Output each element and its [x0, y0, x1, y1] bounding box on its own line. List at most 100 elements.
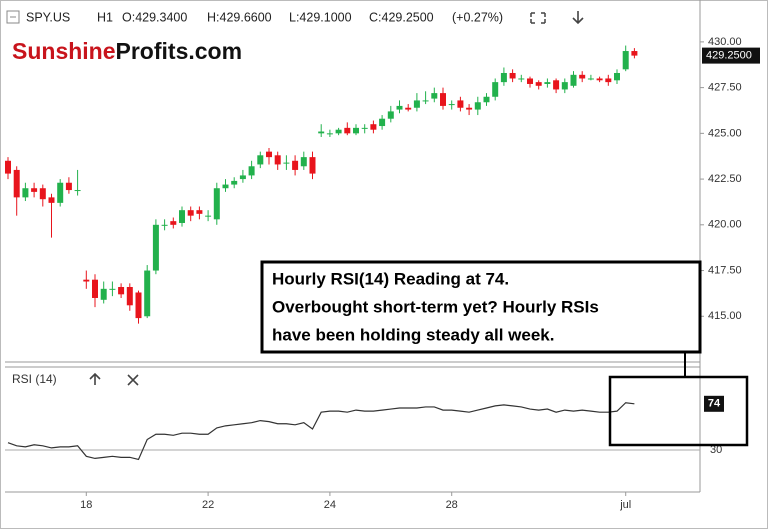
highlight-box: [608, 375, 749, 447]
candle-body: [170, 221, 177, 225]
download-icon[interactable]: [572, 11, 584, 25]
candle-body: [257, 155, 264, 165]
fullscreen-icon[interactable]: [530, 12, 546, 24]
candle-body: [126, 287, 133, 306]
candle-body: [300, 157, 307, 167]
last-price-label: 429.2500: [706, 50, 752, 62]
logo-part: Sunshine: [12, 38, 116, 64]
open-value: O:429.3400: [122, 10, 187, 24]
candle-body: [239, 175, 246, 180]
candle-body: [483, 96, 490, 103]
candle-body: [22, 188, 29, 198]
move-up-icon[interactable]: [89, 372, 101, 385]
candle-body: [518, 78, 525, 80]
candle-body: [326, 133, 333, 135]
candle-body: [466, 107, 473, 110]
candle-body: [292, 160, 299, 170]
candle-body: [5, 160, 11, 174]
candle-body: [309, 157, 316, 174]
candle-body: [492, 82, 499, 97]
candle-body: [379, 118, 386, 127]
y-tick-label: 417.50: [708, 264, 742, 276]
annotation-line: Hourly RSI(14) Reading at 74.: [272, 269, 509, 288]
candle-body: [135, 292, 142, 319]
rsi-tick-label: 30: [710, 444, 722, 456]
candle-body: [361, 127, 368, 129]
candle-body: [431, 93, 438, 99]
candle-body: [353, 127, 359, 134]
x-tick-label: 18: [80, 499, 92, 511]
y-tick-label: 415.00: [708, 310, 742, 322]
candle-body: [344, 127, 351, 134]
close-value: C:429.2500: [369, 10, 434, 24]
low-value: L:429.1000: [289, 10, 352, 24]
candle-body: [396, 105, 403, 110]
y-tick-label: 420.00: [708, 219, 742, 231]
rsi-last-box: [704, 395, 724, 412]
annotation-box: [260, 260, 702, 354]
collapse-icon[interactable]: [6, 10, 20, 24]
candle-body: [440, 93, 446, 106]
candle-body: [100, 288, 107, 300]
candle-body: [13, 169, 20, 198]
candle-body: [152, 224, 159, 271]
candle-body: [48, 197, 55, 203]
candle-body: [631, 51, 638, 56]
rsi-title: RSI (14): [12, 372, 57, 386]
logo: SunshineProfits.com: [12, 38, 242, 64]
candle-body: [387, 111, 394, 119]
candle-body: [561, 82, 568, 90]
candle-body: [83, 279, 90, 282]
x-tick-label: jul: [619, 499, 631, 511]
candle-body: [500, 72, 507, 83]
y-tick-label: 427.50: [708, 82, 742, 94]
candle-body: [222, 184, 229, 189]
close-icon[interactable]: [127, 374, 139, 386]
marks: 415.00 417.50 420.00 422.50 425.00 427.50 430.…: [5, 36, 760, 511]
y-tick-label: 430.00: [708, 36, 742, 48]
candle-body: [509, 72, 516, 79]
candle-body: [413, 100, 420, 108]
candle-body: [457, 100, 464, 108]
rsi-line: [7, 402, 635, 461]
change-value: (+0.27%): [452, 10, 503, 24]
candle-body: [370, 124, 377, 130]
candle-body: [544, 82, 551, 84]
candle-body: [118, 287, 125, 295]
candle-body: [474, 102, 481, 110]
annotation-line: have been holding steady all week.: [272, 325, 554, 344]
interval: H1: [97, 10, 113, 24]
candle-body: [587, 78, 594, 80]
candle-body: [213, 188, 220, 220]
candle-body: [39, 188, 46, 200]
candle-body: [614, 72, 620, 81]
candle-body: [31, 188, 38, 192]
candle-body: [161, 224, 168, 226]
candle-body: [570, 74, 577, 86]
candle-body: [65, 182, 72, 191]
candle-body: [605, 78, 612, 83]
candle-body: [527, 78, 533, 84]
candle-body: [274, 155, 281, 165]
x-tick-label: 24: [324, 499, 336, 511]
candle-body: [283, 162, 290, 164]
rsi-last-label: 74: [708, 398, 721, 410]
x-tick-label: 22: [202, 499, 214, 511]
x-tick-label: 28: [446, 499, 458, 511]
candle-body: [422, 100, 429, 102]
y-tick-label: 425.00: [708, 127, 742, 139]
candle-body: [579, 74, 586, 79]
symbol: SPY.US: [26, 10, 70, 24]
candle-body: [205, 215, 212, 217]
candle-body: [318, 131, 325, 134]
candle-body: [596, 78, 603, 81]
candle-body: [448, 104, 455, 106]
candle-body: [266, 151, 272, 158]
candle-body: [179, 210, 185, 223]
candle-body: [405, 107, 412, 110]
candle-body: [109, 288, 116, 290]
logo-part: Profits.com: [116, 38, 243, 64]
last-price-box: [702, 47, 760, 64]
